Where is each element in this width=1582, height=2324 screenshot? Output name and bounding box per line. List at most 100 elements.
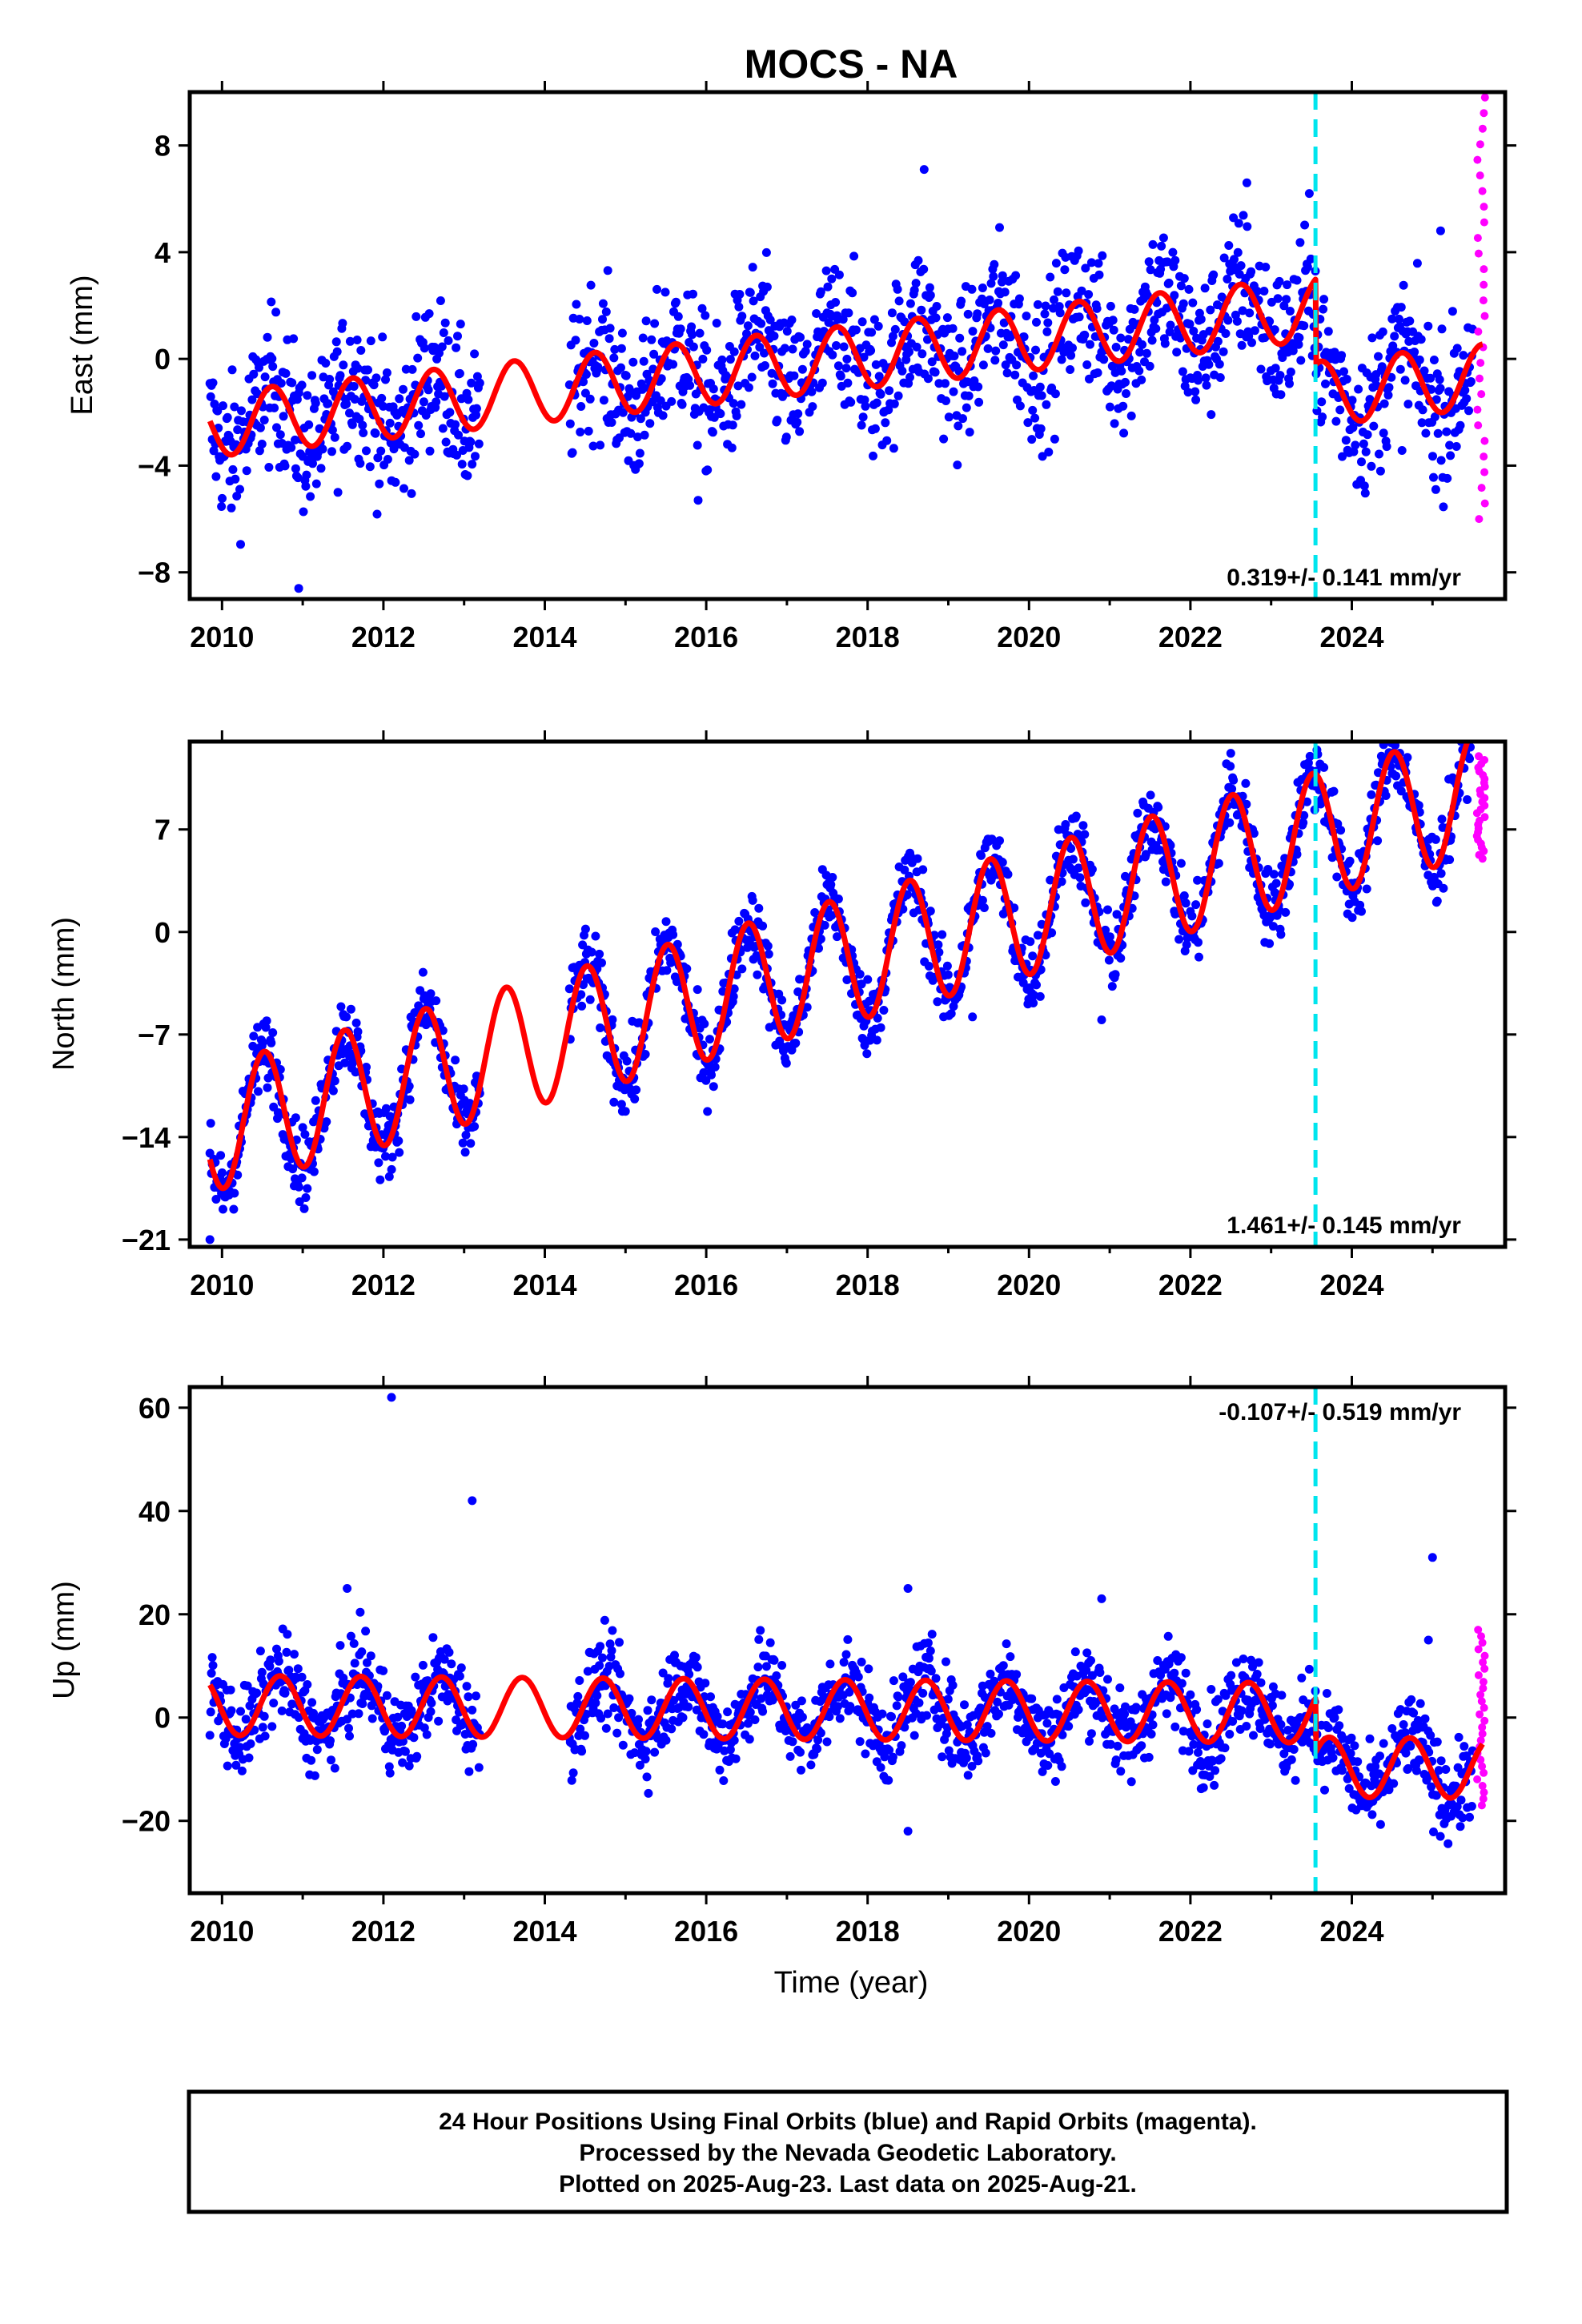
final-orbit-point	[1002, 368, 1012, 378]
final-orbit-point	[379, 1666, 388, 1675]
outlier-point	[1097, 1594, 1106, 1603]
final-orbit-point	[231, 474, 240, 484]
final-orbit-point	[279, 412, 288, 421]
final-orbit-point	[1121, 377, 1130, 387]
final-orbit-point	[1066, 351, 1076, 360]
final-orbit-point	[650, 319, 660, 328]
final-orbit-point	[763, 941, 773, 951]
final-orbit-point	[1391, 771, 1401, 781]
outlier-point	[1097, 1015, 1106, 1024]
final-orbit-point	[1375, 466, 1385, 476]
caption-line-1: 24 Hour Positions Using Final Orbits (bl…	[439, 2109, 1257, 2135]
final-orbit-point	[873, 321, 883, 331]
final-orbit-point	[394, 1136, 404, 1146]
final-orbit-point	[989, 271, 998, 281]
final-orbit-point	[328, 1086, 338, 1096]
final-orbit-point	[962, 1753, 971, 1763]
final-orbit-point	[352, 336, 362, 344]
final-orbit-point	[366, 336, 375, 346]
final-orbit-point	[876, 1023, 885, 1032]
final-orbit-point	[616, 363, 625, 372]
final-orbit-point	[1221, 329, 1231, 338]
final-orbit-point	[647, 335, 656, 344]
final-orbit-point	[1247, 338, 1256, 348]
final-orbit-point	[1201, 373, 1211, 383]
final-orbit-point	[456, 320, 465, 329]
final-orbit-point	[1242, 1722, 1251, 1731]
final-orbits-series	[205, 742, 1476, 1214]
final-orbit-point	[634, 1715, 643, 1724]
final-orbit-point	[861, 401, 870, 411]
final-orbit-point	[853, 1672, 863, 1682]
final-orbit-point	[662, 966, 672, 975]
final-orbit-point	[260, 1731, 270, 1741]
final-orbit-point	[1137, 375, 1146, 384]
final-orbit-point	[1156, 264, 1166, 274]
final-orbit-point	[397, 1721, 407, 1731]
final-orbit-point	[793, 417, 802, 427]
final-orbit-point	[208, 1661, 218, 1671]
final-orbit-point	[399, 384, 408, 394]
final-orbit-point	[327, 447, 336, 456]
final-orbit-point	[244, 1753, 254, 1763]
final-orbit-point	[999, 318, 1009, 328]
final-orbit-point	[346, 1004, 355, 1014]
final-orbit-point	[1165, 328, 1174, 336]
final-orbit-point	[1015, 401, 1025, 411]
final-orbit-point	[627, 1708, 636, 1718]
final-orbit-point	[369, 380, 379, 390]
final-orbit-point	[1227, 784, 1237, 794]
final-orbit-point	[701, 1679, 710, 1688]
final-orbit-point	[1046, 875, 1055, 885]
final-orbit-point	[249, 369, 259, 379]
final-orbit-point	[634, 459, 644, 468]
final-orbit-point	[384, 1762, 394, 1771]
final-orbit-point	[1081, 898, 1090, 907]
final-orbit-point	[409, 1733, 419, 1743]
final-orbit-point	[841, 364, 851, 373]
final-orbit-point	[839, 1658, 849, 1667]
final-orbit-point	[911, 279, 921, 288]
velocity-annotation: -0.107+/- 0.519 mm/yr	[1219, 1399, 1461, 1425]
final-orbit-point	[1282, 295, 1291, 304]
final-orbit-point	[620, 1107, 630, 1116]
final-orbit-point	[252, 1688, 262, 1698]
final-orbit-point	[1002, 1639, 1011, 1649]
final-orbit-point	[1418, 405, 1427, 415]
final-orbit-point	[1409, 1708, 1419, 1718]
outlier-point	[1242, 178, 1251, 187]
final-orbit-point	[470, 1122, 480, 1132]
final-orbit-point	[1050, 434, 1059, 444]
final-orbit-point	[703, 465, 713, 475]
outlier-point	[919, 165, 929, 175]
final-orbit-point	[366, 1651, 375, 1661]
final-orbit-point	[833, 932, 841, 942]
final-orbit-point	[1243, 222, 1252, 231]
final-orbit-point	[747, 372, 757, 382]
final-orbit-point	[1225, 818, 1235, 827]
final-orbit-point	[298, 1123, 307, 1132]
final-orbit-point	[358, 1699, 367, 1708]
final-orbit-point	[1299, 321, 1309, 331]
final-orbit-point	[1322, 1689, 1331, 1698]
final-orbit-point	[1220, 1743, 1230, 1753]
final-orbit-point	[315, 424, 324, 433]
final-orbit-point	[277, 1706, 287, 1715]
final-orbit-point	[1115, 1683, 1125, 1693]
final-orbit-point	[344, 1723, 353, 1733]
final-orbit-point	[1200, 283, 1210, 293]
final-orbit-point	[1028, 405, 1038, 415]
final-orbit-point	[710, 1062, 720, 1072]
final-orbit-point	[1230, 255, 1239, 264]
final-orbit-point	[669, 360, 678, 369]
final-orbit-point	[638, 333, 648, 343]
final-orbit-point	[1296, 356, 1306, 365]
final-orbit-point	[1041, 301, 1050, 311]
final-orbit-point	[1441, 1765, 1451, 1774]
final-orbit-point	[1099, 355, 1109, 364]
final-orbit-point	[580, 1731, 589, 1740]
final-orbit-point	[1416, 335, 1426, 344]
final-orbit-point	[260, 372, 270, 382]
final-orbit-point	[712, 319, 721, 328]
final-orbit-point	[1074, 1705, 1083, 1715]
